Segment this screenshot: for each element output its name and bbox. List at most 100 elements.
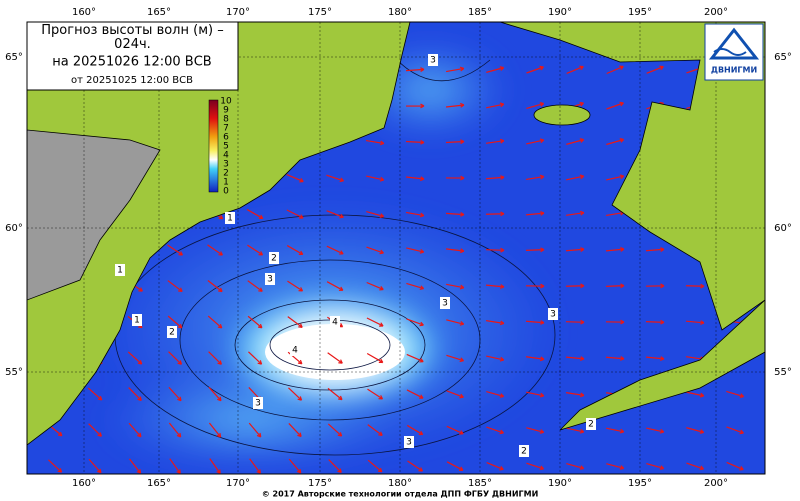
arrow (87, 387, 103, 401)
arrow (406, 247, 425, 254)
arrow (288, 423, 302, 438)
arrow (525, 283, 545, 289)
arrow (526, 427, 545, 434)
outside-area (27, 129, 161, 301)
lat-label-left: 65° (5, 52, 23, 63)
arrow (446, 66, 465, 73)
colorbar-label: 9 (223, 106, 229, 116)
lon-label-bottom: 195° (628, 478, 652, 489)
arrow (446, 354, 465, 363)
contour-label-bg (519, 445, 529, 457)
arrow (445, 211, 465, 217)
legend-box (26, 21, 239, 91)
arrow (446, 461, 464, 471)
colorbar-label: 1 (223, 178, 229, 188)
arrow (606, 427, 625, 434)
arrow (366, 246, 384, 255)
logo-text: ДВНИГМИ (711, 66, 757, 75)
arrow (685, 283, 705, 289)
colorbar-label: 4 (223, 151, 229, 161)
arrow (169, 458, 181, 474)
contour-label-bg (265, 273, 275, 285)
contour-label-bg (586, 418, 596, 430)
colorbar-label: 3 (223, 160, 229, 170)
arrow (445, 175, 465, 181)
lon-label-top: 160° (72, 7, 96, 18)
arrow (168, 351, 183, 365)
contour-label-bg (167, 326, 177, 338)
arrow (248, 422, 262, 438)
arrow (606, 463, 625, 470)
colorbar (208, 99, 219, 193)
arrow (327, 352, 343, 364)
arrow (406, 211, 425, 218)
arrow (646, 427, 665, 434)
logo-wave (713, 48, 747, 56)
arrow (366, 175, 385, 182)
lat-label-left: 60° (5, 223, 23, 234)
arrow (605, 319, 625, 325)
contour-label: 4 (332, 318, 338, 328)
arrow (686, 391, 705, 398)
arrow (328, 459, 342, 474)
contour-label: 2 (169, 328, 175, 338)
lon-label-top: 175° (308, 7, 332, 18)
arrow (405, 67, 425, 73)
colorbar-label: 5 (223, 142, 229, 152)
lon-label-top: 190° (548, 7, 572, 18)
arrow (208, 351, 222, 365)
arrow (605, 283, 625, 289)
arrow (485, 284, 505, 289)
arrow (247, 244, 264, 256)
map-frame (26, 21, 766, 475)
arrow (405, 176, 425, 182)
contour-label: 1 (227, 214, 233, 224)
arrow (526, 462, 544, 471)
arrow (445, 248, 465, 254)
arrow (446, 390, 464, 399)
arrow (526, 65, 544, 74)
arrow (645, 319, 665, 325)
arrow (486, 320, 505, 326)
arrow (406, 389, 424, 399)
lat-label-left: 55° (5, 367, 23, 378)
arrow (286, 209, 304, 219)
arrow (288, 458, 302, 474)
arrow (366, 139, 385, 146)
legend-title-box: Прогноз высоты волн (м) – 024ч. (41, 24, 224, 52)
contour-label: 2 (588, 420, 594, 430)
arrow (486, 355, 505, 362)
arrow (525, 247, 545, 253)
arrow (286, 245, 304, 256)
arrow (168, 386, 182, 402)
arrow (128, 422, 142, 438)
arrow (485, 211, 505, 217)
colorbar-label: 10 (220, 97, 232, 107)
arrow (566, 392, 585, 398)
arrow (247, 280, 263, 292)
contour-label-bg (404, 436, 414, 448)
arrow (565, 356, 585, 361)
lon-label-top: 180° (388, 7, 412, 18)
lat-label-right: 65° (774, 52, 792, 63)
arrow (367, 424, 383, 436)
colorbar-label: 8 (223, 115, 229, 125)
arrow (606, 174, 625, 181)
lon-label-bottom: 190° (548, 478, 572, 489)
arrow (566, 174, 585, 181)
arrow (606, 138, 625, 146)
arrow (606, 65, 624, 75)
contour-label-bg (548, 308, 558, 320)
arrow (566, 65, 584, 74)
arrow (486, 461, 504, 471)
arrow (486, 66, 505, 73)
legend-valid: на 20251026 12:00 ВСВ (52, 55, 211, 70)
land (27, 22, 765, 446)
arrow (167, 244, 184, 256)
arrow (327, 423, 343, 437)
legend-title: Прогноз высоты волн (м) – 024ч. (41, 24, 224, 52)
arrow (605, 246, 625, 252)
contour-label-bg (132, 314, 142, 326)
lon-label-bottom: 175° (308, 478, 332, 489)
